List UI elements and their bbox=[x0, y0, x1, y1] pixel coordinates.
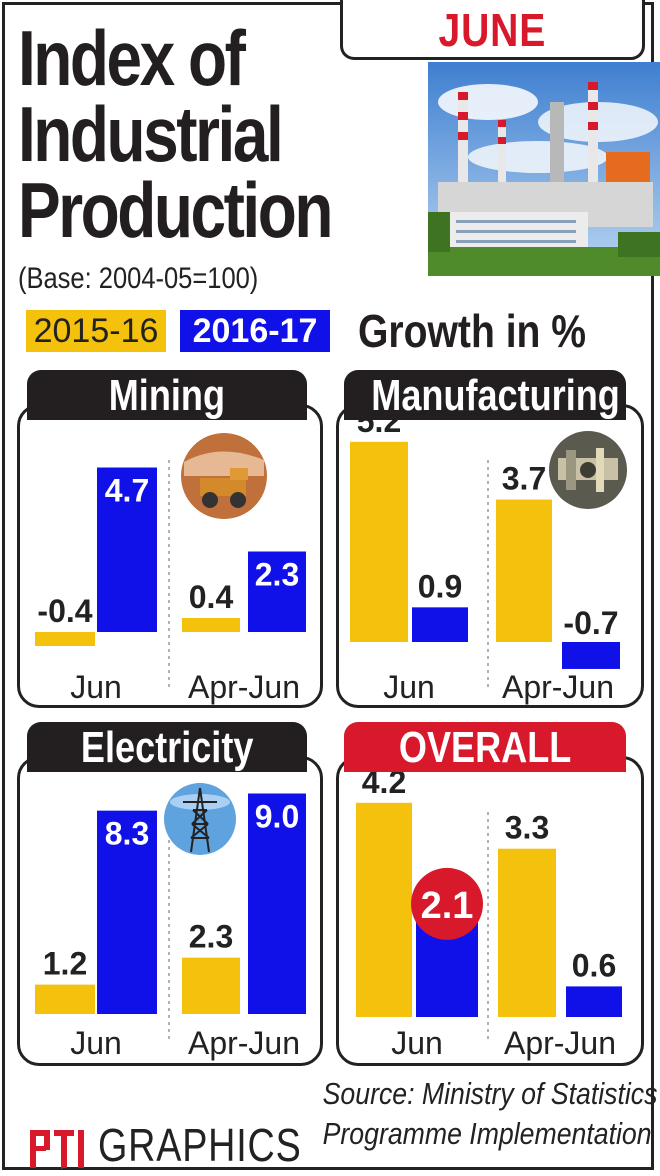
industrial-plant-photo bbox=[428, 62, 660, 276]
mining-category-label: Apr-Jun bbox=[188, 669, 300, 705]
manufacturing-bar-2016-17-jun bbox=[412, 607, 468, 642]
title-line-2: Industrial bbox=[18, 90, 284, 178]
electricity-value-label: 9.0 bbox=[255, 799, 299, 835]
month-badge: JUNE bbox=[340, 0, 645, 60]
manufacturing-category-label: Jun bbox=[383, 669, 435, 705]
overall-chart: 4.2 2.1 Jun 3.3 0.6 Apr-Jun bbox=[356, 772, 622, 1061]
mining-bar-2015-16-apr-jun bbox=[182, 618, 240, 632]
brand-graphics: GRAPHICS bbox=[98, 1119, 302, 1171]
electricity-bar-2016-17-apr-jun bbox=[248, 793, 306, 1014]
title-line-3: Production bbox=[18, 166, 333, 254]
overall-bar-2015-16-jun bbox=[356, 802, 412, 1017]
mining-bar-2016-17-jun bbox=[97, 467, 157, 632]
mining-truck-photo-icon bbox=[181, 433, 267, 519]
mining-title: Mining bbox=[108, 371, 226, 420]
electricity-category-label: Apr-Jun bbox=[188, 1025, 300, 1061]
electricity-value-label: 2.3 bbox=[189, 919, 233, 955]
overall-bar-2016-17-apr-jun bbox=[566, 986, 622, 1017]
electricity-category-label: Jun bbox=[70, 1025, 122, 1061]
title-line-1: Index of bbox=[18, 14, 246, 102]
overall-value-label: 3.3 bbox=[505, 810, 549, 846]
manufacturing-bar-2015-16-jun bbox=[350, 441, 408, 642]
overall-category-label: Apr-Jun bbox=[504, 1025, 616, 1061]
manufacturing-bar-2016-17-apr-jun bbox=[562, 642, 620, 669]
machinery-photo-icon bbox=[549, 431, 627, 509]
power-tower-photo-icon bbox=[164, 783, 236, 855]
mining-chart: -0.4 4.7 Jun 0.4 2.3 Apr-Jun bbox=[35, 460, 306, 705]
overall-tab: OVERALL bbox=[344, 722, 626, 772]
manufacturing-category-label: Apr-Jun bbox=[502, 669, 614, 705]
overall-category-label: Jun bbox=[391, 1025, 443, 1061]
electricity-bar-2015-16-apr-jun bbox=[182, 957, 240, 1014]
overall-value-label: 0.6 bbox=[572, 947, 616, 983]
manufacturing-value-label: 0.9 bbox=[418, 568, 462, 604]
manufacturing-tab: Manufacturing bbox=[344, 370, 626, 420]
manufacturing-value-label: 3.7 bbox=[502, 461, 546, 497]
overall-highlight-circle bbox=[411, 867, 483, 940]
month-label: JUNE bbox=[438, 4, 547, 56]
electricity-value-label: 8.3 bbox=[105, 816, 149, 852]
mining-value-label: -0.4 bbox=[37, 593, 92, 629]
electricity-bar-2016-17-jun bbox=[97, 810, 157, 1014]
pti-logo-text: PTI bbox=[61, 1168, 63, 1170]
electricity-chart: 1.2 8.3 Jun 2.3 9.0 Apr-Jun bbox=[35, 793, 306, 1061]
source-note: Source: Ministry of Statistics & Program… bbox=[270, 1074, 660, 1154]
manufacturing-chart: 5.2 0.9 Jun 3.7 -0.7 Apr-Jun bbox=[350, 420, 620, 705]
manufacturing-value-label: -0.7 bbox=[563, 605, 618, 641]
source-line-2: Programme Implementation bbox=[322, 1116, 652, 1151]
legend-2016-17: 2016-17 bbox=[180, 310, 330, 352]
mining-tab: Mining bbox=[27, 370, 307, 420]
legend-2015-16: 2015-16 bbox=[26, 310, 166, 352]
source-line-1: Source: Ministry of Statistics & bbox=[322, 1076, 660, 1111]
mining-bar-2015-16-jun bbox=[35, 632, 95, 646]
mining-bar-2016-17-apr-jun bbox=[248, 551, 306, 632]
base-year-note: (Base: 2004-05=100) bbox=[18, 262, 259, 295]
electricity-tab: Electricity bbox=[27, 722, 307, 772]
overall-title: OVERALL bbox=[398, 723, 572, 772]
mining-value-label: 4.7 bbox=[105, 473, 149, 509]
electricity-bar-2015-16-jun bbox=[35, 984, 95, 1014]
mining-value-label: 0.4 bbox=[189, 579, 234, 615]
overall-value-label: 4.2 bbox=[362, 772, 406, 800]
growth-label: Growth in % bbox=[358, 305, 587, 357]
overall-bar-2015-16-apr-jun bbox=[498, 848, 556, 1017]
electricity-title: Electricity bbox=[80, 723, 254, 772]
mining-value-label: 2.3 bbox=[255, 557, 299, 593]
mining-category-label: Jun bbox=[70, 669, 122, 705]
manufacturing-title: Manufacturing bbox=[371, 371, 620, 420]
electricity-value-label: 1.2 bbox=[43, 946, 87, 982]
overall-value-label: 2.1 bbox=[421, 885, 474, 927]
manufacturing-bar-2015-16-apr-jun bbox=[496, 499, 552, 642]
manufacturing-value-label: 5.2 bbox=[357, 420, 401, 439]
pti-logo: PTI bbox=[30, 1130, 84, 1170]
